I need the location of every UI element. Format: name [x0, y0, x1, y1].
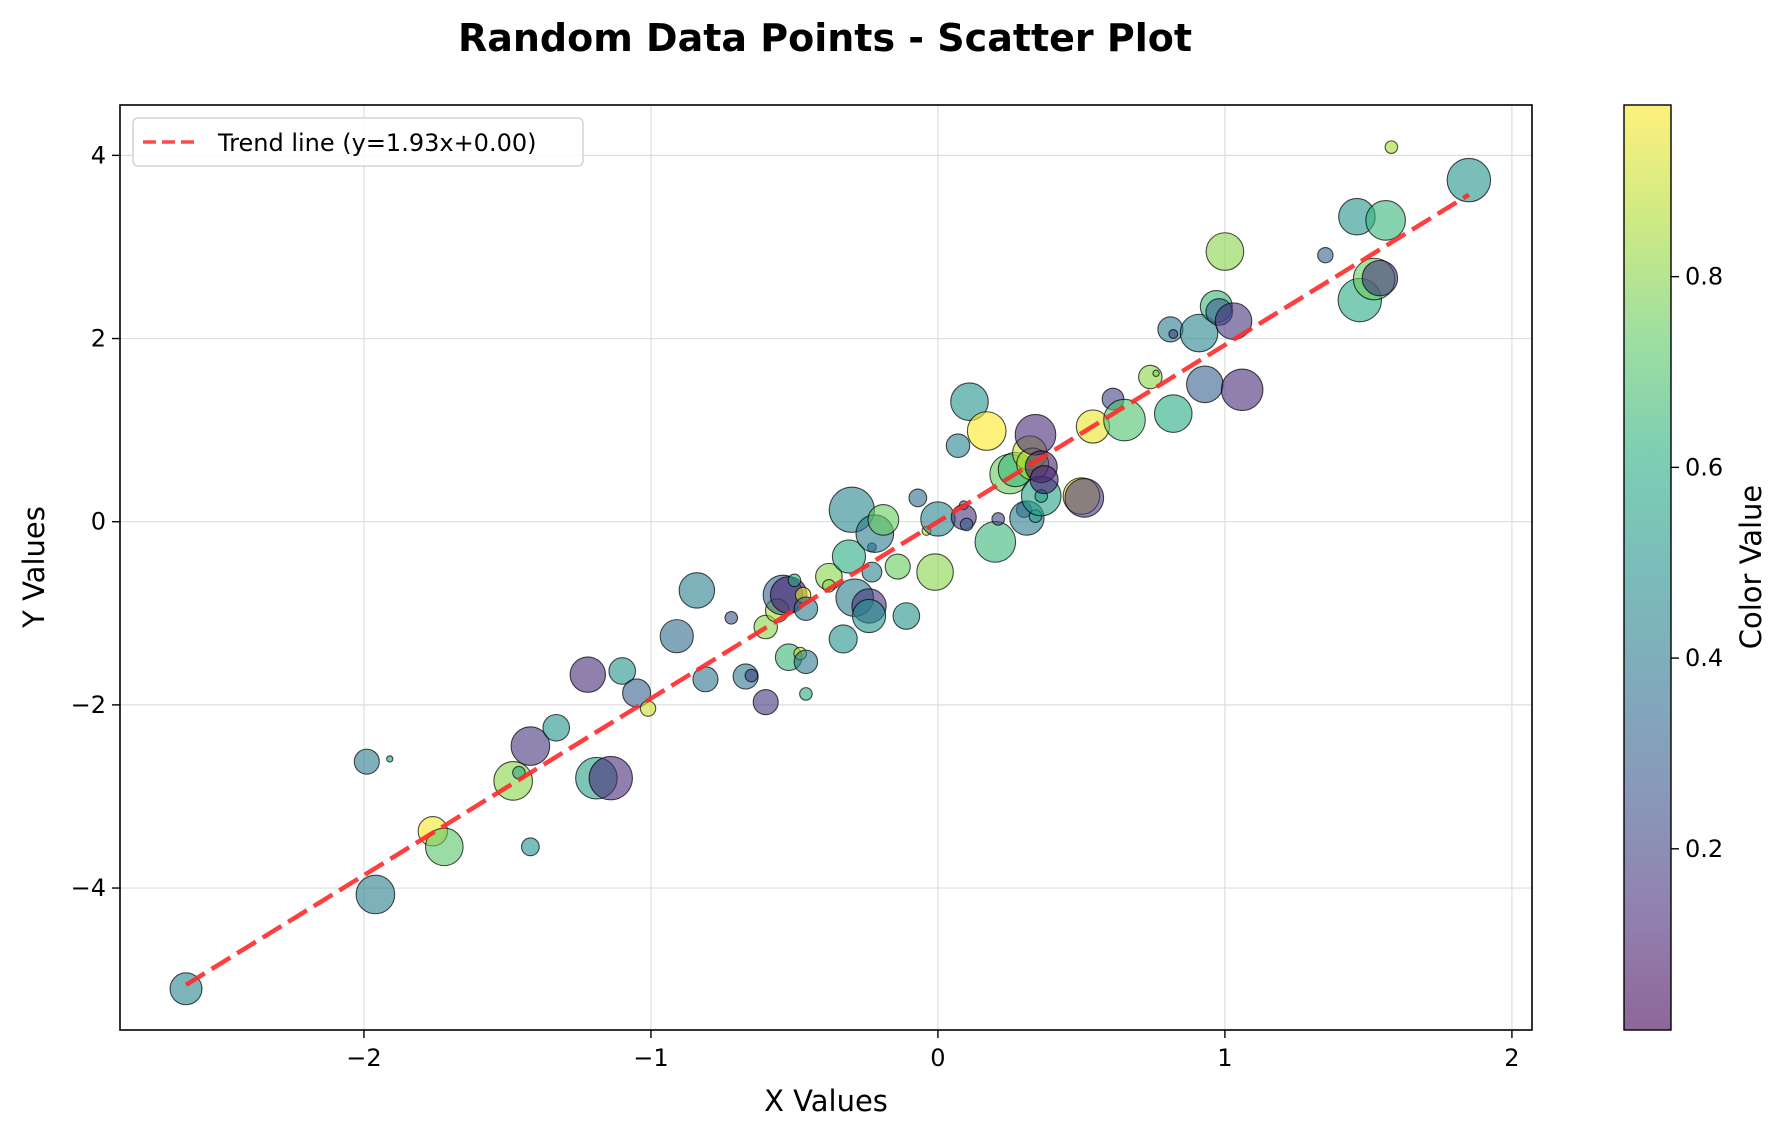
scatter-point	[1014, 413, 1057, 456]
scatter-point	[1186, 365, 1224, 404]
trend-line	[184, 192, 1471, 987]
scatter-point	[1179, 313, 1219, 353]
scatter-point	[974, 521, 1017, 563]
scatter-point	[608, 657, 637, 685]
y-axis-label: Y Values	[17, 506, 51, 629]
scatter-point	[744, 668, 759, 683]
scatter-point	[752, 689, 779, 716]
x-axis-ticks: −2 −1 0 1 2	[346, 1030, 1520, 1072]
scatter-point	[355, 874, 396, 915]
scatter-point	[724, 611, 739, 625]
scatter-point	[569, 656, 607, 693]
scatter-point	[916, 553, 954, 591]
scatter-point	[799, 687, 813, 701]
scatter-point	[959, 517, 974, 532]
scatter-point	[828, 624, 858, 654]
scatter-point	[1029, 465, 1059, 495]
scatter-points	[169, 140, 1492, 1006]
trend-line-layer	[184, 192, 1471, 987]
scatter-point	[692, 666, 719, 693]
x-tick-label: 1	[1217, 1044, 1232, 1072]
y-tick-label: 2	[91, 325, 106, 353]
scatter-point	[920, 501, 956, 537]
scatter-point	[831, 539, 867, 574]
x-axis-label: X Values	[764, 1084, 888, 1118]
scatter-point	[1168, 328, 1179, 339]
legend: Trend line (y=1.93x+0.00)	[132, 117, 584, 167]
colorbar-tick-label: 0.4	[1685, 644, 1723, 672]
scatter-point	[991, 512, 1006, 526]
scatter-point	[966, 411, 1007, 451]
scatter-point	[867, 503, 900, 536]
scatter-point	[1446, 157, 1492, 203]
scatter-point	[510, 726, 551, 766]
scatter-point	[1317, 246, 1334, 264]
scatter-point	[892, 602, 921, 630]
scatter-point	[1365, 200, 1406, 241]
scatter-point	[884, 553, 911, 580]
scatter-point	[659, 619, 694, 654]
scatter-point	[1152, 369, 1160, 378]
plot-frame	[119, 104, 1533, 1031]
scatter-point	[493, 761, 534, 801]
scatter-point	[678, 572, 716, 609]
legend-label: Trend line (y=1.93x+0.00)	[217, 129, 536, 157]
scatter-point	[386, 755, 394, 763]
x-tick-label: 2	[1504, 1044, 1519, 1072]
scatter-point	[793, 649, 819, 675]
colorbar-tick-label: 0.8	[1685, 263, 1723, 291]
x-tick-label: −2	[346, 1044, 381, 1072]
y-tick-label: −2	[71, 691, 106, 719]
colorbar-frame	[1623, 104, 1672, 1031]
scatter-point	[1205, 232, 1245, 271]
y-tick-label: 0	[91, 508, 106, 536]
scatter-point	[1384, 140, 1399, 154]
scatter-point	[520, 837, 540, 857]
scatter-point	[542, 713, 571, 742]
scatter-point	[908, 488, 928, 508]
scatter-point	[1103, 398, 1146, 442]
legend-box	[132, 117, 584, 167]
scatter-point	[639, 700, 657, 717]
scatter-point	[1157, 316, 1184, 343]
scatter-point	[945, 433, 971, 458]
x-tick-label: −1	[633, 1044, 668, 1072]
colorbar-label: Color Value	[1734, 485, 1768, 650]
scatter-point	[950, 382, 989, 422]
x-tick-label: 0	[930, 1044, 945, 1072]
scatter-point	[787, 573, 802, 588]
colorbar-tick-label: 0.2	[1685, 835, 1723, 863]
chart-title: Random Data Points - Scatter Plot	[458, 16, 1192, 60]
scatter-point	[1153, 394, 1193, 433]
scatter-point	[1361, 259, 1399, 297]
scatter-point	[1064, 478, 1105, 518]
scatter-point	[1220, 368, 1264, 412]
scatter-point	[588, 755, 633, 801]
grid	[120, 105, 1532, 1030]
y-tick-label: 4	[91, 141, 106, 169]
scatter-point	[353, 748, 380, 775]
colorbar-tick-label: 0.6	[1685, 453, 1723, 481]
colorbar-ticks: 0.2 0.4 0.6 0.8	[1671, 263, 1723, 863]
scatter-point	[851, 598, 887, 634]
y-tick-label: −4	[71, 874, 106, 902]
colorbar	[1624, 105, 1671, 1030]
scatter-point	[793, 596, 819, 621]
y-axis-ticks: −4 −2 0 2 4	[71, 141, 120, 902]
